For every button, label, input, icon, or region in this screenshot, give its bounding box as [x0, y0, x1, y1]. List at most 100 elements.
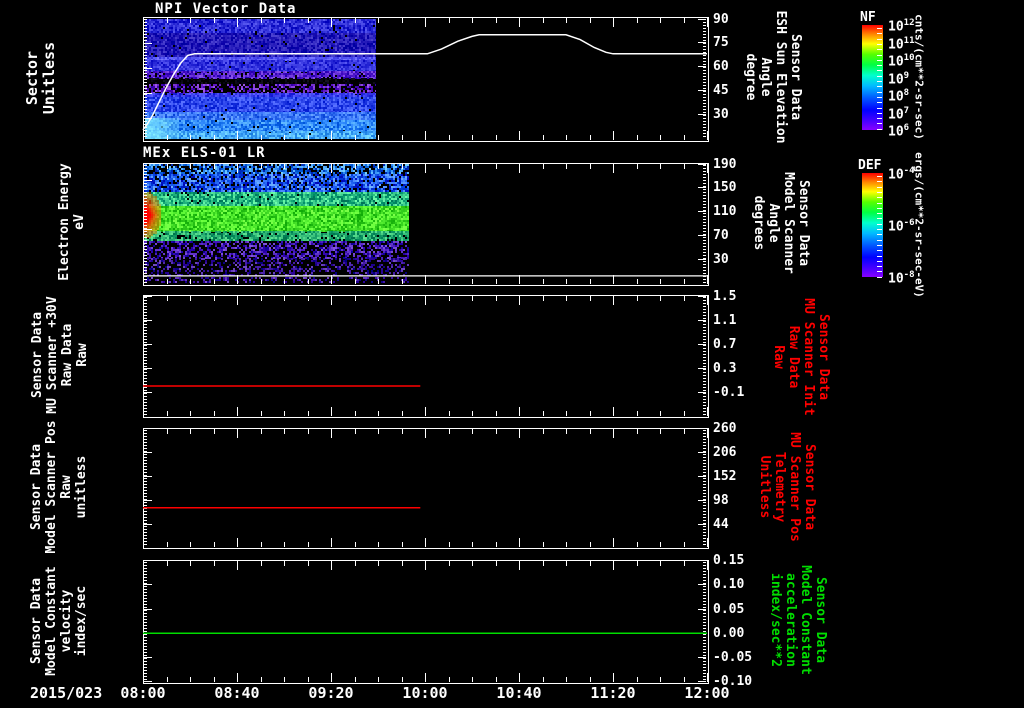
x-tick-label: 08:40	[214, 684, 260, 702]
y-minor-tick	[703, 360, 706, 361]
x-tick	[354, 164, 356, 169]
y-major-tick	[698, 19, 706, 20]
x-tick	[566, 542, 567, 547]
y-minor-tick	[144, 433, 147, 434]
y-minor-tick	[144, 115, 147, 116]
colorbar-minor-tick	[877, 118, 882, 120]
y-minor-tick	[703, 348, 706, 349]
y-minor-tick	[144, 442, 147, 443]
x-tick	[589, 18, 591, 23]
x-tick	[613, 407, 614, 416]
y-minor-tick	[144, 472, 147, 473]
y-minor-tick	[703, 136, 706, 137]
y-minor-tick	[703, 604, 706, 605]
y-minor-tick	[703, 246, 706, 247]
y-minor-tick	[144, 309, 147, 310]
x-tick	[425, 18, 426, 27]
y-major-tick	[144, 296, 152, 297]
y-major-tick	[144, 560, 152, 561]
x-tick	[354, 677, 356, 682]
x-tick	[542, 561, 544, 566]
x-tick	[683, 561, 685, 566]
x-tick	[589, 279, 591, 284]
x-tick	[495, 411, 497, 416]
y-tick-label-right: 0.10	[713, 577, 745, 592]
x-tick	[448, 18, 450, 23]
x-tick	[213, 429, 215, 434]
x-tick	[636, 411, 638, 416]
y-minor-tick	[703, 321, 706, 322]
y-minor-tick	[703, 76, 706, 77]
y-minor-tick	[703, 451, 706, 452]
x-tick	[613, 561, 614, 570]
npi-right-axis-label: Sensor Data ESH Sun Elevation Angle degr…	[743, 10, 803, 144]
x-tick	[472, 279, 473, 284]
y-minor-tick	[703, 625, 706, 626]
x-tick	[284, 18, 285, 23]
y-tick-label-right: 30	[713, 252, 729, 267]
x-tick	[284, 677, 285, 682]
x-tick	[331, 18, 332, 27]
y-minor-tick	[703, 664, 706, 665]
y-minor-tick	[703, 562, 706, 563]
y-minor-tick	[703, 472, 706, 473]
y-minor-tick	[144, 565, 147, 566]
x-tick	[213, 561, 215, 566]
y-minor-tick	[144, 31, 147, 32]
x-tick	[425, 407, 426, 416]
x-tick-label: 12:00	[684, 684, 730, 702]
x-tick	[636, 164, 638, 169]
y-minor-tick	[703, 91, 706, 92]
y-minor-tick	[144, 670, 147, 671]
y-minor-tick	[703, 583, 706, 584]
colorbar-minor-tick	[877, 70, 882, 72]
y-minor-tick	[144, 628, 147, 629]
y-minor-tick	[703, 366, 706, 367]
y-minor-tick	[144, 354, 147, 355]
y-minor-tick	[703, 180, 706, 181]
y-minor-tick	[144, 583, 147, 584]
y-minor-tick	[703, 118, 706, 119]
colorbar-minor-tick	[877, 213, 882, 215]
y-minor-tick	[703, 61, 706, 62]
y-minor-tick	[144, 255, 147, 256]
x-tick	[613, 673, 614, 682]
y-minor-tick	[144, 655, 147, 656]
y-minor-tick	[144, 586, 147, 587]
y-major-tick	[698, 164, 706, 165]
y-minor-tick	[144, 535, 147, 536]
y-minor-tick	[703, 535, 706, 536]
y-minor-tick	[703, 378, 706, 379]
colorbar-minor-tick	[877, 59, 882, 61]
y-minor-tick	[703, 574, 706, 575]
x-tick	[707, 407, 708, 416]
x-tick	[354, 542, 356, 547]
x-tick	[307, 135, 309, 140]
y-minor-tick	[144, 79, 147, 80]
x-tick	[354, 18, 356, 23]
panel-box-0	[143, 17, 709, 142]
y-minor-tick	[703, 496, 706, 497]
x-tick	[331, 561, 332, 570]
colorbar-minor-tick	[877, 229, 882, 230]
x-tick	[378, 18, 379, 23]
y-minor-tick	[144, 127, 147, 128]
y-minor-tick	[703, 216, 706, 217]
y-minor-tick	[703, 270, 706, 271]
x-tick	[425, 296, 426, 305]
y-minor-tick	[144, 103, 147, 104]
x-tick	[307, 561, 309, 566]
x-tick	[284, 296, 285, 301]
x-tick	[660, 561, 661, 566]
y-minor-tick	[703, 532, 706, 533]
y-major-tick	[698, 320, 706, 321]
y-major-tick	[698, 296, 706, 297]
y-minor-tick	[703, 414, 706, 415]
x-tick	[636, 429, 638, 434]
x-tick	[519, 131, 520, 140]
y-tick-label-right: 260	[713, 421, 737, 436]
y-minor-tick	[144, 49, 147, 50]
x-tick	[213, 279, 215, 284]
y-major-tick	[144, 681, 152, 682]
